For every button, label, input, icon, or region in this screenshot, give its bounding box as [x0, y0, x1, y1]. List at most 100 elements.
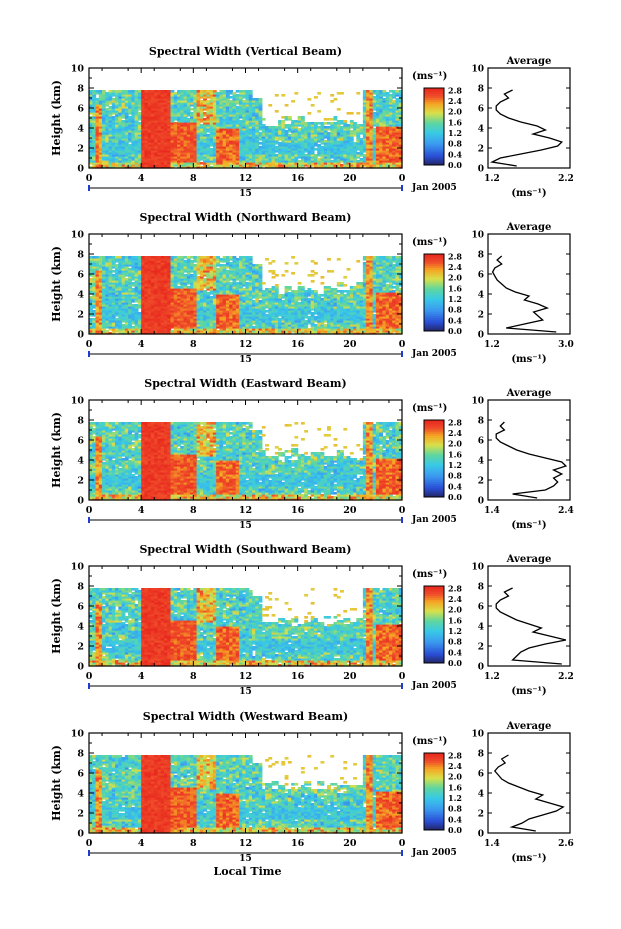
heatmap-cell [190, 314, 194, 317]
heatmap-cell [183, 290, 188, 293]
heatmap-cell [102, 144, 106, 147]
heatmap-cell [385, 156, 390, 159]
heatmap-cell [284, 132, 289, 135]
heatmap-cell [186, 120, 191, 123]
heatmap-cells [89, 90, 403, 169]
heatmap-cell [203, 152, 207, 155]
heatmap-cell [274, 160, 279, 163]
heatmap-cell [167, 276, 172, 279]
heatmap-cell [137, 270, 142, 273]
heatmap-cell [102, 122, 106, 125]
heatmap-cell [134, 286, 139, 289]
heatmap-cell [356, 112, 361, 115]
heatmap-cell [170, 124, 175, 127]
heatmap-cell [375, 104, 380, 107]
heatmap-cell [304, 146, 309, 149]
heatmap-cell [121, 156, 126, 159]
heatmap-cell [209, 296, 214, 299]
heatmap-cell [219, 284, 224, 287]
heatmap-cell [111, 292, 116, 295]
heatmap-cell [252, 130, 256, 133]
heatmap-cell [229, 90, 234, 93]
heatmap-cell [313, 154, 318, 157]
heatmap-cell [111, 94, 116, 97]
heatmap-cell [196, 92, 201, 95]
heatmap-cell [105, 268, 110, 271]
heatmap-cell [216, 124, 221, 127]
heatmap-cell [180, 292, 185, 295]
heatmap-cell [92, 280, 97, 283]
heatmap-cell [157, 322, 162, 325]
heatmap-cell [108, 310, 113, 313]
heatmap-cell [235, 132, 240, 135]
heatmap-cell [111, 122, 116, 125]
heatmap-cell [137, 154, 142, 157]
heatmap-cell [190, 130, 194, 133]
heatmap-cell [229, 102, 234, 105]
heatmap-cell [297, 156, 302, 159]
heatmap-cell [229, 158, 234, 161]
heatmap-cell [183, 296, 188, 299]
heatmap-cell [313, 162, 318, 165]
heatmap-cell [222, 292, 227, 295]
heatmap-cell [362, 102, 367, 105]
heatmap-cell [108, 146, 113, 149]
heatmap-cell [242, 160, 247, 163]
heatmap-cell [183, 302, 188, 305]
heatmap-cell [128, 318, 132, 321]
heatmap-cell [137, 130, 142, 133]
heatmap-cell [131, 100, 136, 103]
heatmap-cell [196, 324, 201, 327]
heatmap-cell [98, 270, 103, 273]
heatmap-cell [206, 316, 211, 319]
heatmap-cell [183, 134, 188, 137]
heatmap-cell [92, 136, 97, 139]
heatmap-cell [199, 310, 204, 313]
heatmap-cell [115, 288, 119, 291]
heatmap-cell [147, 98, 152, 101]
heatmap-cell [366, 164, 370, 167]
heatmap-cell [398, 156, 403, 159]
heatmap-cell [163, 286, 168, 289]
heatmap-cell [333, 150, 338, 153]
heatmap-cell [248, 148, 253, 151]
heatmap-cell [317, 150, 322, 153]
heatmap-cell [111, 108, 116, 111]
heatmap-cell [225, 112, 230, 115]
heatmap-cell [219, 96, 224, 99]
heatmap-cell [118, 146, 123, 149]
heatmap-cell [196, 264, 201, 267]
heatmap-cell [141, 164, 146, 167]
heatmap-cell [102, 292, 106, 295]
heatmap-cell [372, 146, 377, 149]
heatmap-cell [336, 146, 341, 149]
heatmap-cell [170, 318, 175, 321]
heatmap-cell [245, 118, 250, 121]
heatmap-cell [232, 114, 237, 117]
heatmap-cells [89, 256, 403, 335]
heatmap-cell [147, 272, 152, 275]
heatmap-cell [141, 94, 146, 97]
heatmap-cell [385, 130, 390, 133]
heatmap-cell [216, 274, 221, 277]
heatmap-cell [183, 136, 188, 139]
heatmap-cell [216, 154, 221, 157]
heatmap-cell [157, 272, 162, 275]
heatmap-cell [216, 284, 221, 287]
heatmap-cell [147, 282, 152, 285]
heatmap-cell [225, 152, 230, 155]
heatmap-cell [196, 96, 201, 99]
heatmap-cell [128, 288, 132, 291]
heatmap-cell [144, 142, 149, 145]
heatmap-cell [225, 154, 230, 157]
heatmap-cell [274, 142, 279, 145]
heatmap-cell [196, 272, 201, 275]
heatmap-cell [124, 156, 129, 159]
heatmap-cell [108, 148, 113, 151]
heatmap-cell [137, 284, 142, 287]
heatmap-cell [219, 308, 224, 311]
heatmap-cell [258, 152, 263, 155]
heatmap-cell [105, 278, 110, 281]
heatmap-cell [141, 110, 146, 113]
heatmap-cell [160, 142, 165, 145]
